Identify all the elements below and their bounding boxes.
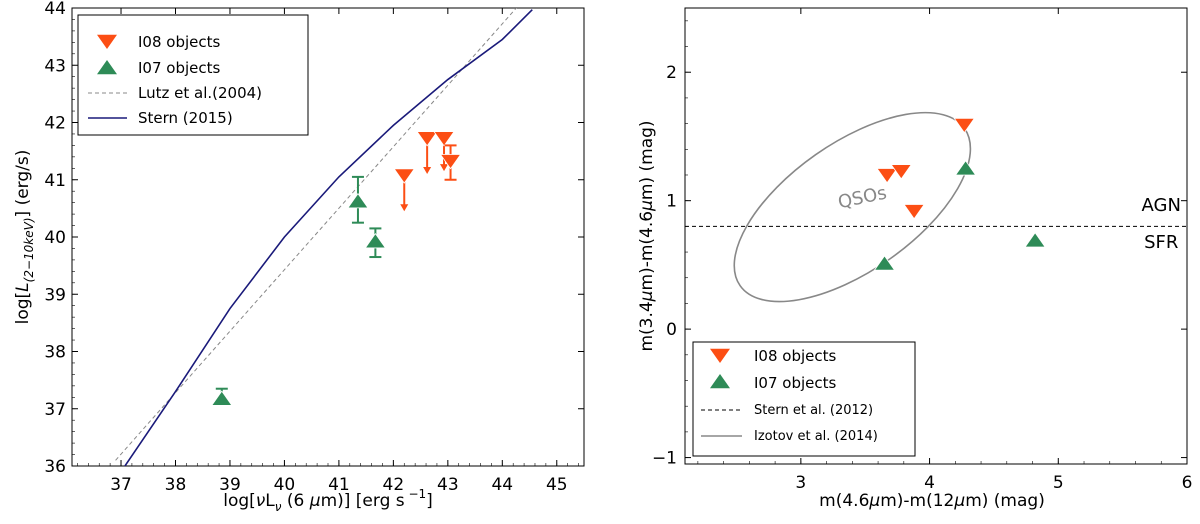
i07-point	[1024, 232, 1046, 248]
i08-point	[393, 168, 416, 184]
x-tick-label: 45	[546, 475, 568, 495]
i08-point	[953, 117, 976, 134]
i07-point	[954, 160, 977, 176]
right-markers	[873, 117, 1046, 271]
right-legend-box	[692, 341, 916, 457]
right-x-axis-label: m(4.6μm)-m(12μm) (mag)	[819, 491, 1045, 511]
sfr-label: SFR	[1144, 232, 1178, 253]
lutz-2004-line	[115, 8, 517, 461]
i08-arrow-head	[440, 164, 449, 172]
left-x-axis-label: log[νLν (6 μm)] [erg s −1]	[223, 487, 433, 514]
legend-lutz-label: Lutz et al.(2004)	[138, 84, 262, 102]
x-tick-label: 39	[219, 475, 241, 495]
right-axes-frame	[684, 7, 1188, 465]
y-tick-label: 38	[44, 343, 66, 363]
x-tick-label: 44	[491, 475, 513, 495]
left-legend: I08 objects I07 objects Lutz et al.(2004…	[77, 14, 309, 136]
right-ticks: 3 4 5 6 −1 0 1 2	[652, 8, 1192, 493]
i08-arrow-head	[400, 204, 409, 212]
i07-point	[873, 255, 896, 271]
x-tick-label: 38	[165, 475, 187, 495]
i07-point	[211, 390, 233, 406]
i08-point	[903, 204, 925, 220]
legend-i08-label: I08 objects	[754, 347, 837, 365]
x-tick-label: 5	[1053, 473, 1064, 493]
legend-i07-marker	[710, 373, 730, 389]
legend-i07-label: I07 objects	[754, 374, 837, 392]
y-tick-label: 42	[44, 114, 66, 134]
i08-arrow-head	[423, 167, 432, 175]
y-tick-label: 0	[666, 320, 677, 340]
legend-i08-marker	[97, 34, 117, 50]
right-curves	[685, 111, 1187, 303]
legend-izotov-label: Izotov et al. (2014)	[754, 429, 878, 444]
agn-label: AGN	[1142, 195, 1181, 216]
x-tick-label: 41	[328, 475, 350, 495]
y-tick-label: 44	[44, 0, 66, 19]
legend-i08-marker	[710, 348, 730, 364]
y-tick-label: 41	[44, 171, 66, 191]
x-tick-label: 37	[110, 475, 132, 495]
left-ticks: 37 38 39 40 41 42 43 44 45 36 37 38 39 40 41 42 43 44	[44, 0, 584, 495]
left-panel: 37 38 39 40 41 42 43 44 45 36 37 38 39 40 41 42 43 44 log…	[13, 0, 585, 514]
y-tick-label: 43	[44, 56, 66, 76]
y-tick-label: 2	[666, 63, 677, 83]
right-panel: 3 4 5 6 −1 0 1 2 QSOs AGN SFR m(4.6μm)-m(12μm) …	[637, 7, 1192, 511]
y-tick-label: 1	[666, 192, 677, 212]
legend-i07-label: I07 objects	[138, 59, 221, 77]
x-tick-label: 40	[274, 475, 296, 495]
stern-2015-curve	[123, 9, 533, 466]
legend-stern2012-label: Stern et al. (2012)	[754, 403, 873, 418]
y-tick-label: 39	[44, 285, 66, 305]
x-tick-label: 43	[437, 475, 459, 495]
left-markers	[211, 131, 462, 406]
qsos-label: QSOs	[836, 183, 888, 214]
legend-stern2015-label: Stern (2015)	[138, 109, 233, 127]
y-tick-label: −1	[652, 449, 677, 469]
x-tick-label: 3	[795, 473, 806, 493]
y-tick-label: 36	[44, 457, 66, 477]
i07-point	[347, 192, 369, 209]
x-tick-label: 4	[924, 473, 935, 493]
y-tick-label: 37	[44, 400, 66, 420]
legend-i08-label: I08 objects	[138, 33, 221, 51]
i08-point	[890, 164, 913, 180]
right-y-axis-label: m(3.4μm)-m(4.6μm) (mag)	[637, 120, 657, 351]
left-y-axis-label: log[L(2−10keV)] (erg/s)	[13, 150, 36, 325]
i08-point	[416, 131, 438, 147]
x-tick-label: 42	[383, 475, 405, 495]
i08-point	[433, 131, 455, 147]
legend-i07-marker	[97, 59, 117, 75]
i08-point	[439, 154, 462, 170]
x-tick-label: 6	[1182, 473, 1193, 493]
i07-point	[364, 233, 387, 249]
right-legend: I08 objects I07 objects Stern et al. (20…	[692, 341, 916, 457]
left-curves	[115, 8, 533, 466]
i08-point	[876, 168, 898, 184]
y-tick-label: 40	[44, 228, 66, 248]
